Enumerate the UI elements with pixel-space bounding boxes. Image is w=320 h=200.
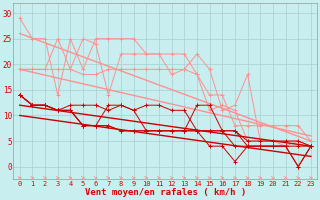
X-axis label: Vent moyen/en rafales ( km/h ): Vent moyen/en rafales ( km/h ) bbox=[85, 188, 246, 197]
